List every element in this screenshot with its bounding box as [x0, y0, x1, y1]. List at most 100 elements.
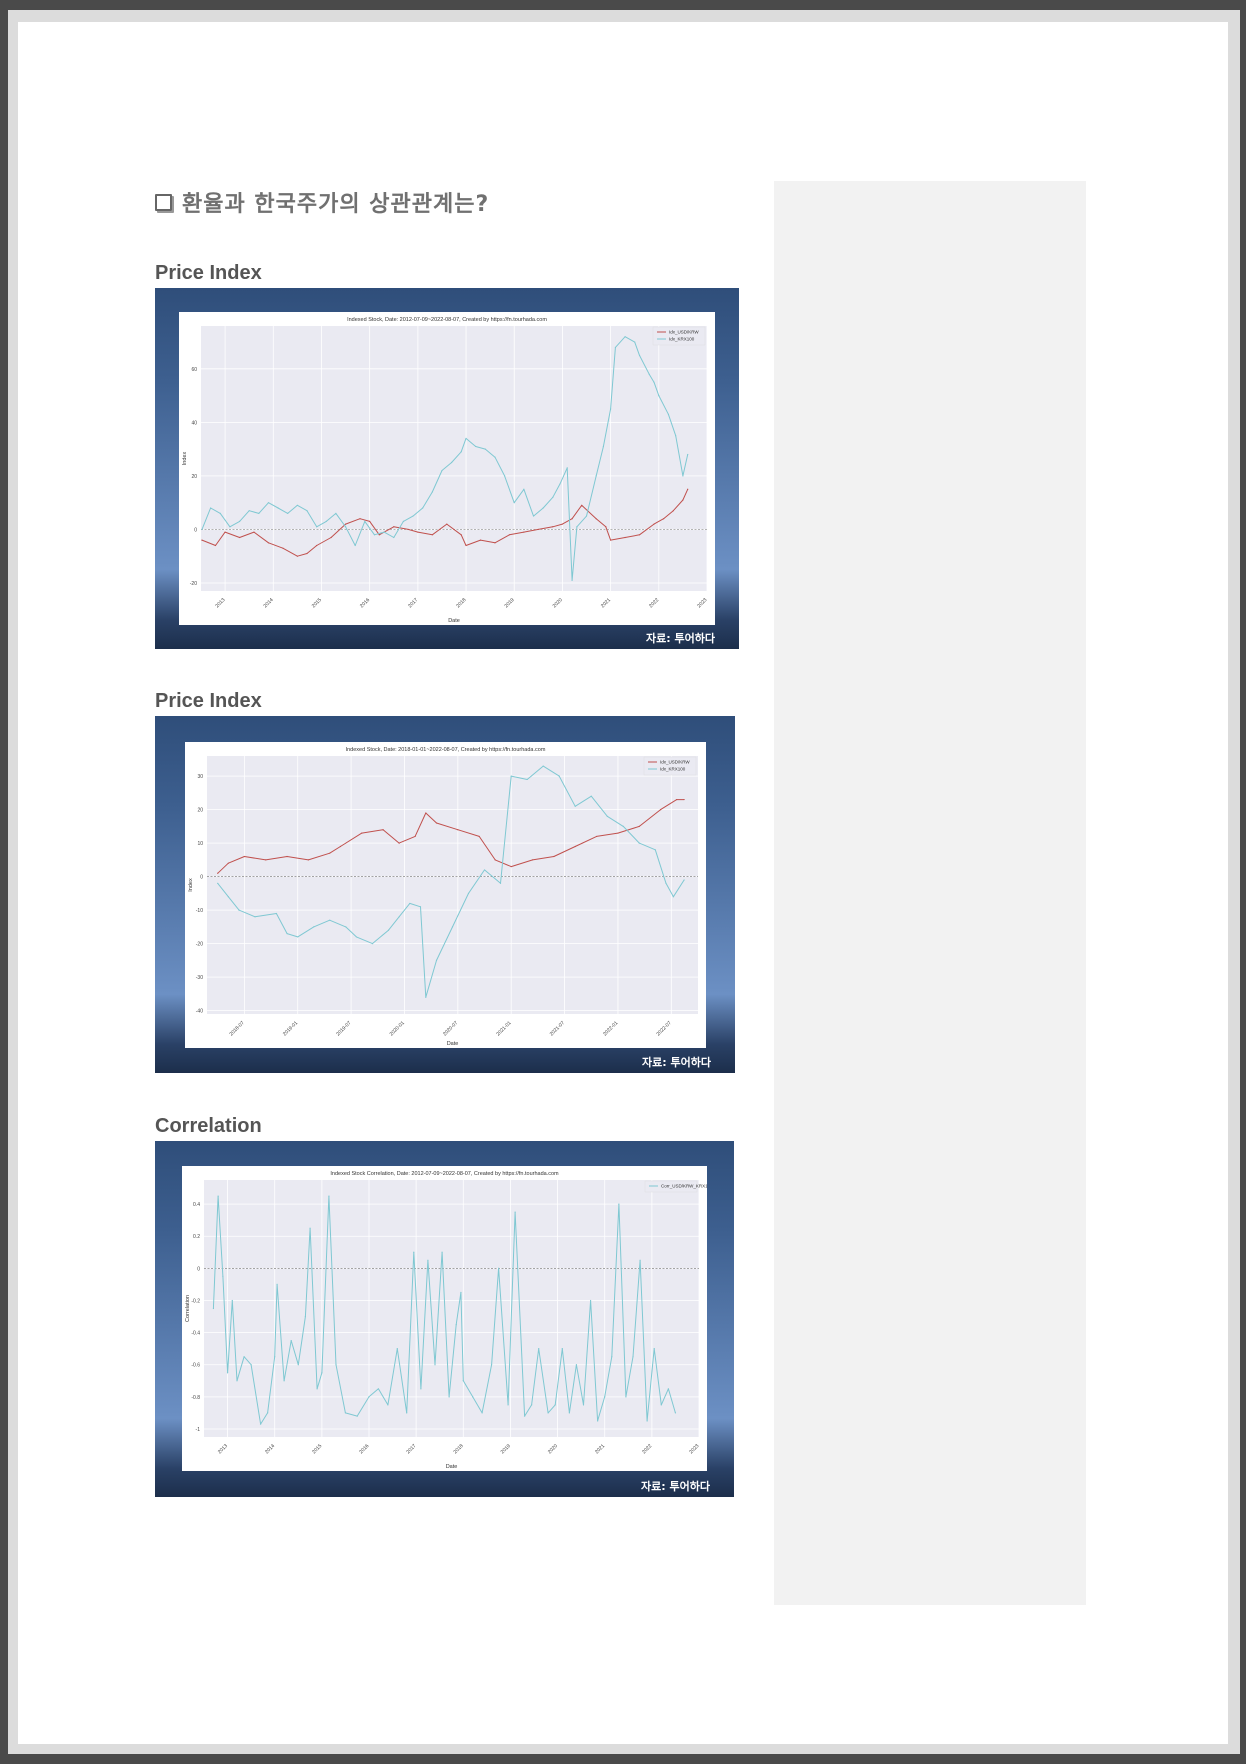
chart-svg-1: Indexed Stock, Date: 2012-07-09~2022-08-… [182, 317, 709, 624]
data-point [574, 805, 576, 807]
legend-box [644, 1180, 698, 1193]
data-point [479, 539, 482, 541]
data-point [371, 943, 374, 945]
section-heading-correlation: Correlation [155, 1115, 262, 1137]
data-point [231, 1299, 233, 1302]
data-point [585, 515, 588, 517]
data-point [219, 512, 221, 514]
data-point [217, 882, 219, 884]
data-point [581, 504, 583, 506]
x-axis-label: Date [448, 618, 460, 624]
data-point [507, 1404, 509, 1406]
data-point [243, 855, 245, 858]
data-point [307, 859, 310, 861]
y-tick-label: 0 [200, 875, 203, 881]
data-point [484, 448, 486, 450]
x-tick-label: 2023 [688, 1443, 700, 1455]
data-point [427, 1259, 429, 1261]
data-point [538, 1348, 540, 1350]
data-point [683, 879, 685, 881]
data-point [460, 1291, 462, 1294]
data-point [451, 926, 454, 928]
checkbox-icon [155, 193, 172, 211]
chart-1: Indexed Stock, Date: 2012-07-09~2022-08-… [179, 312, 715, 625]
x-tick-label: 2014 [264, 1443, 276, 1455]
section-heading-price-index-2: Price Index [155, 690, 262, 712]
data-point [425, 812, 427, 814]
data-point [287, 512, 289, 514]
y-tick-label: -0.8 [191, 1395, 200, 1401]
data-point [226, 1372, 229, 1374]
x-tick-label: 2021-07 [549, 1020, 566, 1037]
data-point [638, 825, 640, 827]
data-point [660, 1404, 662, 1406]
data-point [554, 1404, 556, 1406]
data-point [571, 579, 573, 581]
data-point [595, 475, 597, 477]
data-point [478, 835, 480, 838]
data-point [660, 809, 662, 811]
data-point [558, 775, 560, 777]
data-point [373, 534, 376, 536]
data-point [571, 518, 573, 520]
data-point [212, 1307, 215, 1310]
data-point [483, 869, 486, 871]
data-point [605, 526, 607, 528]
data-point [306, 510, 308, 512]
data-point [687, 488, 689, 490]
data-point [542, 765, 544, 767]
x-tick-label: 2022 [641, 1443, 653, 1455]
data-point [494, 859, 496, 861]
data-point [510, 865, 512, 868]
data-point [335, 1364, 337, 1366]
legend-entry: Idx_USD/KRW [669, 330, 699, 335]
data-point [227, 862, 229, 864]
data-point [625, 1396, 627, 1398]
legend-entry: Idx_USD/KRW [660, 760, 690, 765]
data-point [624, 336, 626, 338]
data-point [210, 507, 212, 509]
data-point [561, 1348, 563, 1350]
data-point [674, 1412, 677, 1414]
data-point [282, 547, 284, 549]
y-tick-label: 0 [194, 527, 197, 533]
data-point [467, 892, 470, 894]
chart-2: Indexed Stock, Date: 2018-01-01~2022-08-… [185, 742, 706, 1048]
data-point [434, 1364, 436, 1366]
data-point [248, 510, 250, 512]
data-point [286, 855, 288, 858]
data-point [568, 1412, 570, 1414]
x-tick-label: 2019 [500, 1443, 512, 1455]
data-point [658, 394, 660, 397]
page-title-text: 환율과 한국주가의 상관관계는? [182, 192, 490, 217]
data-point [250, 1364, 252, 1366]
data-point [354, 544, 356, 547]
data-point [328, 1195, 330, 1197]
data-point [297, 1364, 299, 1366]
data-point [275, 912, 277, 915]
x-tick-label: 2018-07 [229, 1020, 246, 1037]
chart-title: Indexed Stock, Date: 2018-01-01~2022-08-… [346, 747, 546, 753]
x-tick-label: 2021-01 [495, 1020, 512, 1037]
data-point [682, 499, 684, 501]
data-point [364, 520, 366, 523]
data-point [610, 408, 612, 410]
data-point [672, 510, 674, 512]
data-point [566, 467, 568, 469]
x-tick-label: 2013 [217, 1443, 229, 1455]
data-point [494, 456, 496, 458]
data-point [382, 829, 384, 831]
data-point [368, 1396, 370, 1398]
data-point [217, 1195, 219, 1197]
data-point [290, 1340, 292, 1342]
data-point [624, 536, 626, 539]
data-point [412, 515, 414, 517]
y-tick-label: 20 [197, 808, 203, 814]
data-point [297, 936, 299, 938]
data-point [582, 1404, 585, 1406]
x-tick-label: 2018 [455, 597, 467, 609]
data-point [532, 515, 535, 517]
y-tick-label: -20 [196, 942, 203, 948]
y-tick-label: -0.4 [191, 1331, 200, 1337]
data-point [611, 1356, 613, 1358]
